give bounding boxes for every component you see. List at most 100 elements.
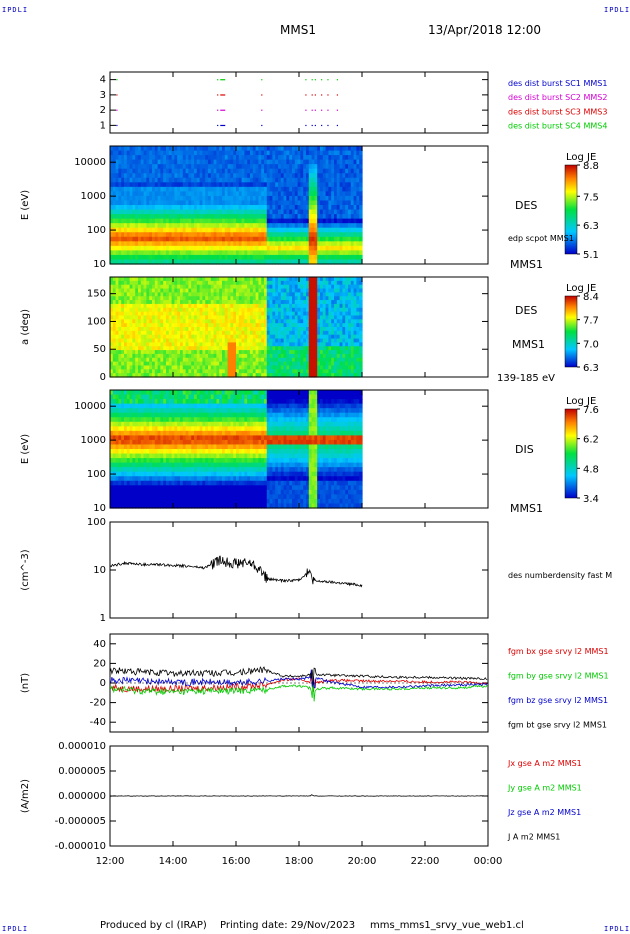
heatmap-cell [353,284,357,290]
heatmap-cell [140,277,145,282]
heatmap-cell [348,288,352,293]
heatmap-cell [278,300,282,305]
heatmap-cell [255,357,259,363]
heatmap-cell [143,357,147,363]
heatmap-cell [300,330,304,336]
heatmap-cell [289,342,293,347]
heatmap-cell [275,342,279,347]
heatmap-cell [325,173,329,179]
heatmap-cell [124,394,128,400]
heatmap-cell [216,338,220,343]
heatmap-cell [356,159,360,165]
heatmap-cell [230,241,234,247]
heatmap-cell [311,357,315,363]
heatmap-cell [258,357,262,363]
heatmap-cell [196,315,201,320]
heatmap-cell [264,327,268,332]
heatmap-cell [149,292,153,297]
heatmap-cell [356,284,360,290]
heatmap-cell [241,319,245,324]
heatmap-cell [222,195,226,202]
heatmap-cell [348,361,352,367]
heatmap-cell [224,338,229,343]
heatmap-cell [334,319,338,324]
heatmap-cell [166,173,170,179]
heatmap-cell [289,365,293,370]
heatmap-cell [194,214,198,220]
heatmap-cell [278,284,282,290]
heatmap-cell [345,191,349,197]
heatmap-cell [317,182,321,188]
heatmap-cell [359,195,363,202]
heatmap-cell [244,350,248,355]
heatmap-cell [121,399,125,405]
heatmap-cell [138,346,142,351]
heatmap-cell [222,254,226,261]
heatmap-cell [118,200,122,206]
heatmap-cell [118,150,122,156]
heatmap-cell [185,232,189,238]
heatmap-cell [292,338,296,343]
heatmap-cell [149,296,153,301]
heatmap-cell [272,373,276,378]
heatmap-cell [311,296,315,301]
heatmap-cell [163,327,167,332]
heatmap-cell [163,277,167,282]
heatmap-cell [132,173,136,179]
heatmap-cell [154,327,159,332]
heatmap-cell [174,350,178,355]
heatmap-cell [140,195,145,202]
heatmap-cell [208,214,212,220]
heatmap-cell [224,277,229,282]
heatmap-cell [196,303,201,309]
heatmap-cell [261,218,265,224]
heatmap-cell [261,191,265,197]
heatmap-cell [261,365,265,370]
heatmap-cell [325,300,329,305]
heatmap-cell [353,315,357,320]
heatmap-cell [272,327,276,332]
heatmap-cell [350,288,355,293]
heatmap-cell [303,365,307,370]
heatmap-cell [199,200,203,206]
heatmap-cell [168,223,173,229]
heatmap-cell [185,350,189,355]
heatmap-cell [356,209,360,215]
heatmap-cell [132,168,136,174]
heatmap-cell [264,177,268,183]
heatmap-cell [115,467,119,473]
heatmap-cell [300,288,304,293]
heatmap-cell [110,408,114,414]
heatmap-cell [157,200,161,206]
heatmap-cell [152,218,156,224]
heatmap-cell [345,369,349,374]
heatmap-cell [244,241,248,247]
heatmap-cell [115,361,119,367]
heatmap-cell [152,168,156,174]
heatmap-cell [289,350,293,355]
heatmap-cell [140,177,145,183]
heatmap-cell [191,214,195,220]
heatmap-cell [325,323,329,328]
heatmap-cell [210,342,215,347]
heatmap-cell [247,338,251,343]
heatmap-cell [275,168,279,174]
heatmap-cell [342,330,346,336]
heatmap-cell [126,155,131,161]
heatmap-cell [110,250,114,256]
heatmap-cell [247,186,251,192]
heatmap-cell [336,357,341,363]
heatmap-cell [278,177,282,183]
heatmap-cell [359,357,363,363]
heatmap-cell [308,191,313,197]
heatmap-cell [342,311,346,317]
heatmap-cell [334,182,338,188]
heatmap-cell [328,223,332,229]
heatmap-cell [311,323,315,328]
heatmap-cell [152,315,156,320]
heatmap-cell [224,186,229,192]
heatmap-cell [110,338,114,343]
heatmap-cell [154,159,159,165]
heatmap-cell [264,365,268,370]
heatmap-cell [328,311,332,317]
